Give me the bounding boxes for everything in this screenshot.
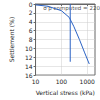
svg-text:10: 10 bbox=[25, 45, 33, 52]
svg-text:1000: 1000 bbox=[80, 78, 95, 85]
svg-text:10: 10 bbox=[32, 78, 40, 85]
svg-text:4: 4 bbox=[29, 18, 33, 25]
svg-text:100: 100 bbox=[56, 78, 68, 85]
svg-text:16: 16 bbox=[24, 71, 33, 79]
svg-text:Vertical stress (kPa): Vertical stress (kPa) bbox=[36, 89, 95, 96]
svg-text:8: 8 bbox=[29, 36, 33, 43]
svg-text:Settlement (%): Settlement (%) bbox=[8, 17, 15, 63]
svg-text:2: 2 bbox=[29, 9, 33, 16]
svg-text:14: 14 bbox=[25, 63, 33, 70]
svg-text:6: 6 bbox=[29, 27, 33, 34]
svg-text:12: 12 bbox=[25, 54, 33, 61]
svg-text:0: 0 bbox=[29, 1, 33, 8]
svg-text:σ'p computed = 220 kPa: σ'p computed = 220 kPa bbox=[43, 5, 100, 12]
